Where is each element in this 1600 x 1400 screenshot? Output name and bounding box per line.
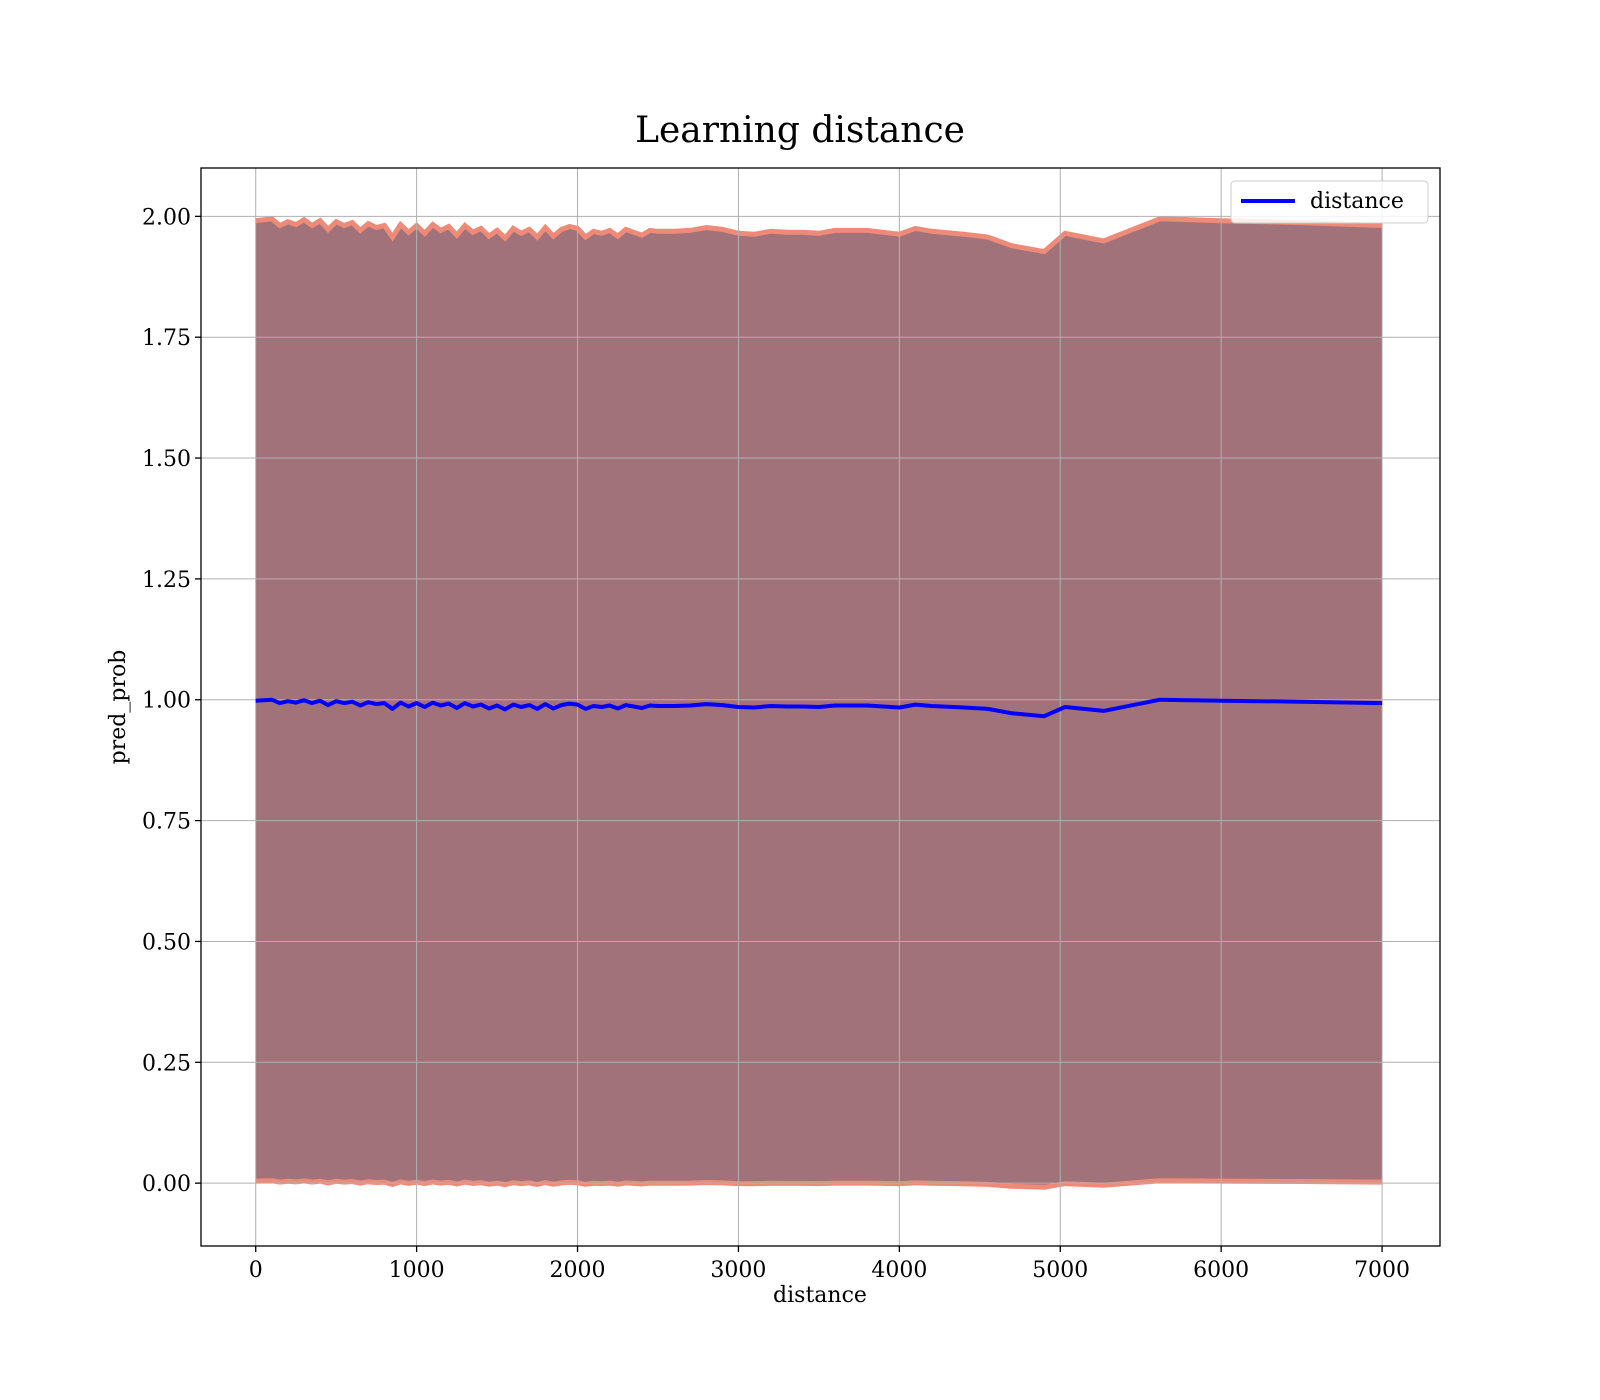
band-upper-edge: [255, 216, 1383, 255]
x-tick-label: 0: [249, 1258, 263, 1283]
plot-frame: [200, 167, 1441, 1247]
legend: distance: [1230, 180, 1429, 224]
band-area: [255, 218, 1383, 1188]
x-tick-label: 1000: [389, 1258, 445, 1283]
y-tick-label: 1.25: [142, 568, 191, 593]
y-tick-label: 1.75: [142, 326, 191, 351]
y-tick-label: 0.75: [142, 810, 191, 835]
x-tick-label: 6000: [1193, 1258, 1249, 1283]
y-tick-label: 2.00: [142, 205, 191, 230]
series-line-layer: [255, 697, 1383, 719]
confidence-band: [255, 216, 1383, 1190]
legend-box: [1230, 180, 1429, 224]
y-axis-ticks: 0.00 0.25 0.50 0.75 1.00 1.25 1.50 1.75 2.00: [142, 205, 201, 1197]
y-tick-label: 0.25: [142, 1051, 191, 1076]
x-tick-label: 2000: [550, 1258, 606, 1283]
series-line-distance: [255, 697, 1383, 719]
x-tick-label: 3000: [710, 1258, 766, 1283]
x-axis-label: distance: [773, 1283, 867, 1308]
x-tick-label: 5000: [1032, 1258, 1088, 1283]
y-tick-label: 1.50: [142, 447, 191, 472]
y-tick-label: 1.00: [142, 689, 191, 714]
chart-title: Learning distance: [635, 110, 965, 151]
legend-label-distance: distance: [1310, 189, 1404, 214]
x-tick-label: 7000: [1354, 1258, 1410, 1283]
x-tick-label: 4000: [871, 1258, 927, 1283]
y-tick-label: 0.00: [142, 1172, 191, 1197]
x-axis-ticks: 0 1000 2000 3000 4000 5000 6000 7000: [249, 1246, 1410, 1283]
y-tick-label: 0.50: [142, 930, 191, 955]
y-axis-label: pred_prob: [106, 650, 131, 765]
